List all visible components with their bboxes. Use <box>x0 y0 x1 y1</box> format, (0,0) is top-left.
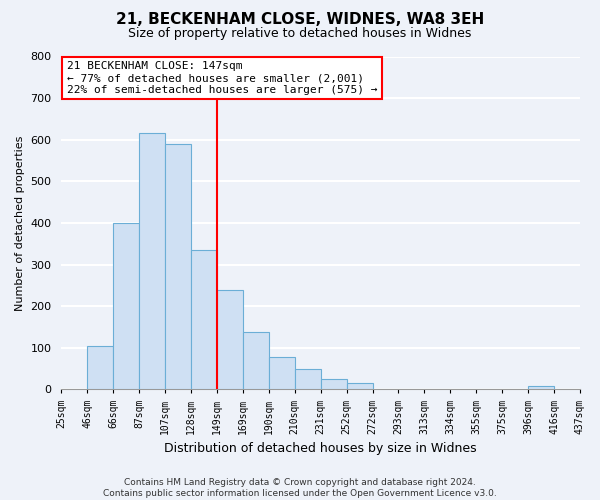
Bar <box>165 144 191 390</box>
Text: Contains HM Land Registry data © Crown copyright and database right 2024.
Contai: Contains HM Land Registry data © Crown c… <box>103 478 497 498</box>
Bar <box>113 223 139 390</box>
Y-axis label: Number of detached properties: Number of detached properties <box>15 136 25 310</box>
Bar <box>191 250 217 390</box>
Bar <box>321 379 347 390</box>
Bar <box>217 290 243 390</box>
Bar <box>295 368 321 390</box>
Text: 21, BECKENHAM CLOSE, WIDNES, WA8 3EH: 21, BECKENHAM CLOSE, WIDNES, WA8 3EH <box>116 12 484 28</box>
Bar <box>528 386 554 390</box>
Bar <box>347 383 373 390</box>
Bar <box>139 134 165 390</box>
X-axis label: Distribution of detached houses by size in Widnes: Distribution of detached houses by size … <box>164 442 477 455</box>
Bar <box>269 358 295 390</box>
Bar <box>243 332 269 390</box>
Text: Size of property relative to detached houses in Widnes: Size of property relative to detached ho… <box>128 28 472 40</box>
Text: 21 BECKENHAM CLOSE: 147sqm
← 77% of detached houses are smaller (2,001)
22% of s: 21 BECKENHAM CLOSE: 147sqm ← 77% of deta… <box>67 62 377 94</box>
Bar <box>88 346 113 390</box>
